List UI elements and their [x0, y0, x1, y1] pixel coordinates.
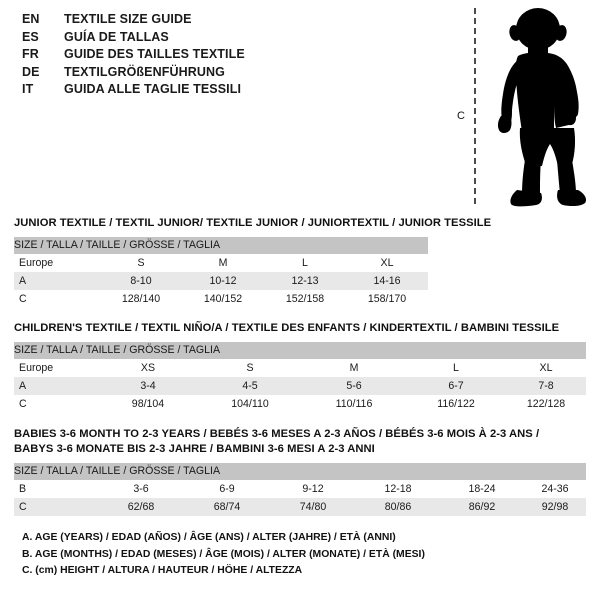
cell: 80/86: [356, 498, 440, 516]
language-row: DE TEXTILGRÖßENFÜHRUNG: [22, 65, 245, 83]
language-code: IT: [22, 82, 34, 96]
cell: 158/170: [346, 290, 429, 308]
legend-block: A. AGE (YEARS) / EDAD (AÑOS) / ÂGE (ANS)…: [22, 530, 425, 580]
table-row: B 3-6 6-9 9-12 12-18 18-24 24-36: [14, 480, 587, 498]
height-illustration: C: [440, 4, 600, 209]
cell: 152/158: [264, 290, 346, 308]
size-table-junior: SIZE / TALLA / TAILLE / GRÖSSE / TAGLIA …: [14, 237, 429, 308]
section-title-junior: JUNIOR TEXTILE / TEXTIL JUNIOR/ TEXTILE …: [14, 217, 492, 229]
language-title: TEXTILE SIZE GUIDE: [64, 12, 192, 26]
band-label: SIZE / TALLA / TAILLE / GRÖSSE / TAGLIA: [14, 463, 587, 480]
table-band-row: SIZE / TALLA / TAILLE / GRÖSSE / TAGLIA: [14, 237, 429, 254]
cell: XS: [98, 359, 198, 377]
table-row: C 128/140 140/152 152/158 158/170: [14, 290, 429, 308]
cell: 110/116: [302, 395, 406, 413]
section-children: CHILDREN'S TEXTILE / TEXTIL NIÑO/A / TEX…: [14, 321, 587, 413]
cell: 6-9: [184, 480, 270, 498]
cell: 3-6: [98, 480, 184, 498]
language-title: GUIDE DES TAILLES TEXTILE: [64, 47, 245, 61]
legend-row-b: B. AGE (MONTHS) / EDAD (MESES) / ÂGE (MO…: [22, 548, 425, 560]
cell: 128/140: [100, 290, 182, 308]
language-code: EN: [22, 12, 40, 26]
cell: 116/122: [406, 395, 506, 413]
size-table-babies: SIZE / TALLA / TAILLE / GRÖSSE / TAGLIA …: [14, 463, 587, 516]
table-band-row: SIZE / TALLA / TAILLE / GRÖSSE / TAGLIA: [14, 463, 587, 480]
cell: 98/104: [98, 395, 198, 413]
cell: 68/74: [184, 498, 270, 516]
table-row: C 62/68 68/74 74/80 80/86 86/92 92/98: [14, 498, 587, 516]
cell: 140/152: [182, 290, 264, 308]
language-row: IT GUIDA ALLE TAGLIE TESSILI: [22, 82, 245, 100]
cell: 122/128: [506, 395, 587, 413]
cell: 6-7: [406, 377, 506, 395]
table-row: Europe XS S M L XL: [14, 359, 587, 377]
language-row: FR GUIDE DES TAILLES TEXTILE: [22, 47, 245, 65]
cell: 9-12: [270, 480, 356, 498]
table-row: C 98/104 104/110 110/116 116/122 122/128: [14, 395, 587, 413]
cell: 92/98: [524, 498, 587, 516]
language-code: ES: [22, 29, 39, 44]
child-silhouette-icon: [497, 8, 587, 207]
cell: 86/92: [440, 498, 524, 516]
language-row: ES GUÍA DE TALLAS: [22, 30, 245, 48]
cell: 74/80: [270, 498, 356, 516]
legend-row-c: C. (cm) HEIGHT / ALTURA / HAUTEUR / HÖHE…: [22, 565, 303, 576]
band-label: SIZE / TALLA / TAILLE / GRÖSSE / TAGLIA: [14, 237, 429, 254]
row-label: Europe: [14, 254, 100, 272]
cell: 3-4: [98, 377, 198, 395]
cell: 12-13: [264, 272, 346, 290]
language-title-block: EN TEXTILE SIZE GUIDE ES GUÍA DE TALLAS …: [22, 12, 245, 100]
language-title: GUÍA DE TALLAS: [64, 29, 169, 44]
cell: 5-6: [302, 377, 406, 395]
row-label: C: [14, 498, 98, 516]
cell: 14-16: [346, 272, 429, 290]
size-table-children: SIZE / TALLA / TAILLE / GRÖSSE / TAGLIA …: [14, 342, 587, 413]
row-label: Europe: [14, 359, 98, 377]
table-row: A 3-4 4-5 5-6 6-7 7-8: [14, 377, 587, 395]
cell: 4-5: [198, 377, 302, 395]
cell: 8-10: [100, 272, 182, 290]
section-title-babies-line1: BABIES 3-6 MONTH TO 2-3 YEARS / BEBÉS 3-…: [14, 428, 540, 440]
row-label: B: [14, 480, 98, 498]
section-title-children: CHILDREN'S TEXTILE / TEXTIL NIÑO/A / TEX…: [14, 322, 560, 334]
language-row: EN TEXTILE SIZE GUIDE: [22, 12, 245, 30]
row-label: C: [14, 395, 98, 413]
row-label: A: [14, 272, 100, 290]
section-babies: BABIES 3-6 MONTH TO 2-3 YEARS / BEBÉS 3-…: [14, 427, 587, 516]
cell: 24-36: [524, 480, 587, 498]
cell: L: [406, 359, 506, 377]
cell: S: [100, 254, 182, 272]
section-title-babies-line2: BABYS 3-6 MONATE BIS 2-3 JAHRE / BAMBINI…: [14, 443, 375, 455]
cell: S: [198, 359, 302, 377]
row-label: C: [14, 290, 100, 308]
legend-row-a: A. AGE (YEARS) / EDAD (AÑOS) / ÂGE (ANS)…: [22, 532, 396, 543]
cell: XL: [506, 359, 587, 377]
language-code: FR: [22, 47, 39, 61]
section-junior: JUNIOR TEXTILE / TEXTIL JUNIOR/ TEXTILE …: [14, 216, 492, 308]
language-title: TEXTILGRÖßENFÜHRUNG: [64, 64, 225, 79]
cell: 10-12: [182, 272, 264, 290]
cell: 104/110: [198, 395, 302, 413]
cell: 7-8: [506, 377, 587, 395]
cell: M: [182, 254, 264, 272]
language-title: GUIDA ALLE TAGLIE TESSILI: [64, 82, 242, 96]
height-dashed-line: [474, 8, 476, 204]
cell: 18-24: [440, 480, 524, 498]
cell: 62/68: [98, 498, 184, 516]
band-label: SIZE / TALLA / TAILLE / GRÖSSE / TAGLIA: [14, 342, 587, 359]
language-code: DE: [22, 64, 40, 79]
cell: XL: [346, 254, 429, 272]
row-label: A: [14, 377, 98, 395]
cell: L: [264, 254, 346, 272]
table-row: A 8-10 10-12 12-13 14-16: [14, 272, 429, 290]
cell: 12-18: [356, 480, 440, 498]
table-row: Europe S M L XL: [14, 254, 429, 272]
cell: M: [302, 359, 406, 377]
table-band-row: SIZE / TALLA / TAILLE / GRÖSSE / TAGLIA: [14, 342, 587, 359]
height-marker-label: C: [457, 110, 465, 122]
